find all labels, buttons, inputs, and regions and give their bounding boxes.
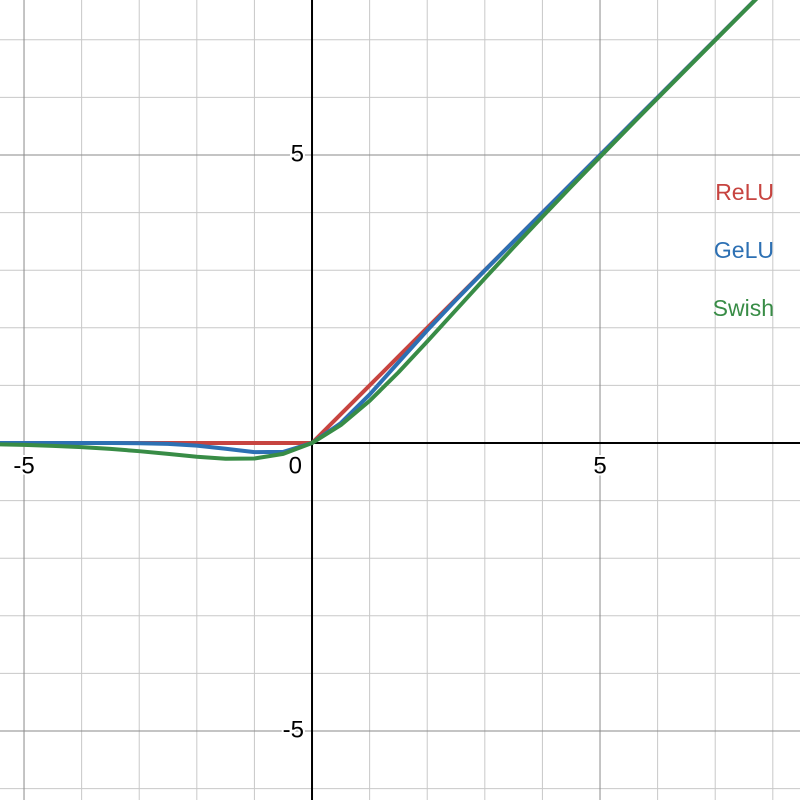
y-tick-label: 5 [291,140,304,167]
series-line [0,0,758,455]
labels: -5 0 5 -5 5 ReLU GeLU Swish [11,138,774,745]
y-tick-label: -5 [283,716,304,743]
plot-area [0,0,759,461]
series-line [0,0,759,461]
legend-label: ReLU [715,179,774,205]
legend-label: GeLU [714,237,774,263]
x-tick-label: 0 [289,452,302,479]
series-line [0,0,758,445]
x-tick-label: -5 [13,452,34,479]
x-tick-label: 5 [593,452,606,479]
legend-label: Swish [713,295,774,321]
